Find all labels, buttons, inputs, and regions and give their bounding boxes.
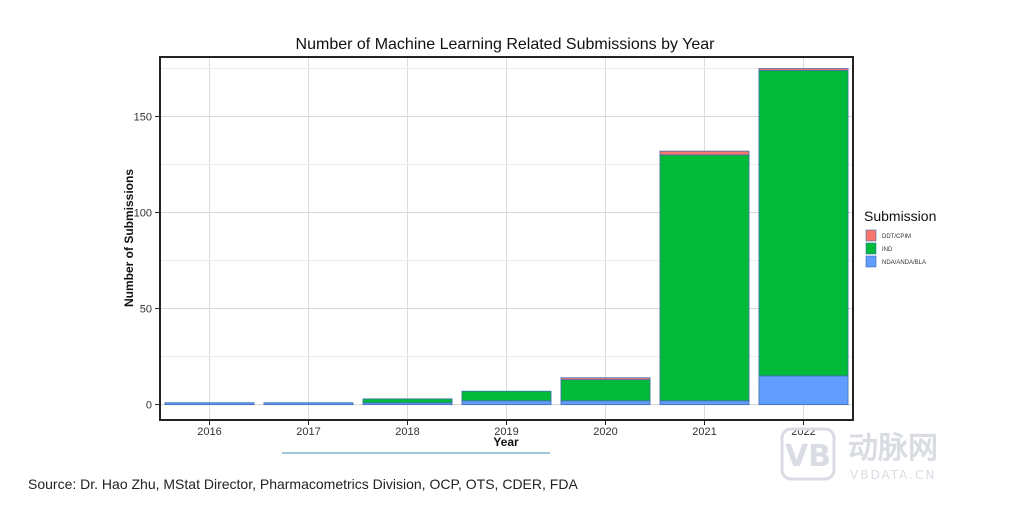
watermark-logo-badge (780, 427, 836, 481)
bar-segment-ddt-cpim-2020 (560, 377, 651, 381)
legend: Submission DDT/CPIM IND NDA/ANDA/BLA (864, 208, 936, 268)
watermark-name: 动脉网 (848, 431, 938, 466)
y-axis-label: Number of Submissions (122, 169, 136, 307)
x-tick-label: 2017 (296, 426, 320, 438)
bar-segment-nda-anda-bla-2021 (659, 400, 750, 406)
chart-title: Number of Machine Learning Related Submi… (296, 36, 716, 53)
bar-segment-nda-anda-bla-2020 (560, 400, 651, 406)
bar-segment-ind-2020 (560, 379, 651, 402)
bar-segment-nda-anda-bla-2022 (758, 375, 849, 406)
legend-swatch (865, 255, 877, 268)
x-axis-label: Year (493, 435, 519, 449)
x-tick-label: 2021 (692, 426, 716, 438)
legend-title: Submission (864, 208, 936, 224)
watermark-logo-mark: VB (785, 439, 831, 474)
y-tick-label: 50 (140, 304, 152, 316)
bar-segment-ind-2021 (659, 154, 750, 402)
x-tick-label: 2020 (593, 426, 617, 438)
legend-swatch (865, 229, 877, 242)
bar-segment-ind-2019 (461, 390, 552, 402)
legend-swatch (865, 242, 877, 255)
bar-segment-nda-anda-bla-2017 (263, 402, 354, 406)
legend-label: NDA/ANDA/BLA (882, 260, 926, 266)
bar-segment-ind-2018 (362, 398, 453, 404)
x-tick-label: 2018 (395, 426, 419, 438)
y-tick-label: 0 (146, 400, 152, 412)
x-tick-label: 2019 (494, 426, 518, 438)
bar-segment-nda-anda-bla-2019 (461, 400, 552, 406)
legend-label: IND (882, 247, 893, 253)
x-tick-label: 2016 (197, 426, 221, 438)
bar-segment-ind-2022 (758, 70, 849, 377)
bar-segment-ddt-cpim-2022 (758, 68, 849, 71)
source-note: Source: Dr. Hao Zhu, MStat Director, Pha… (28, 476, 578, 492)
bar-segment-ddt-cpim-2021 (659, 150, 750, 156)
y-tick-label: 150 (134, 112, 152, 124)
bars (164, 68, 849, 406)
watermark: VB 动脉网 VBDATA.CN (780, 427, 938, 482)
legend-label: DDT/CPIM (882, 234, 911, 240)
y-tick-label: 100 (134, 208, 152, 220)
watermark-url: VBDATA.CN (850, 468, 936, 482)
bar-segment-nda-anda-bla-2016 (164, 402, 255, 406)
y-axis-ticks: 0 50 100 150 (134, 112, 160, 412)
